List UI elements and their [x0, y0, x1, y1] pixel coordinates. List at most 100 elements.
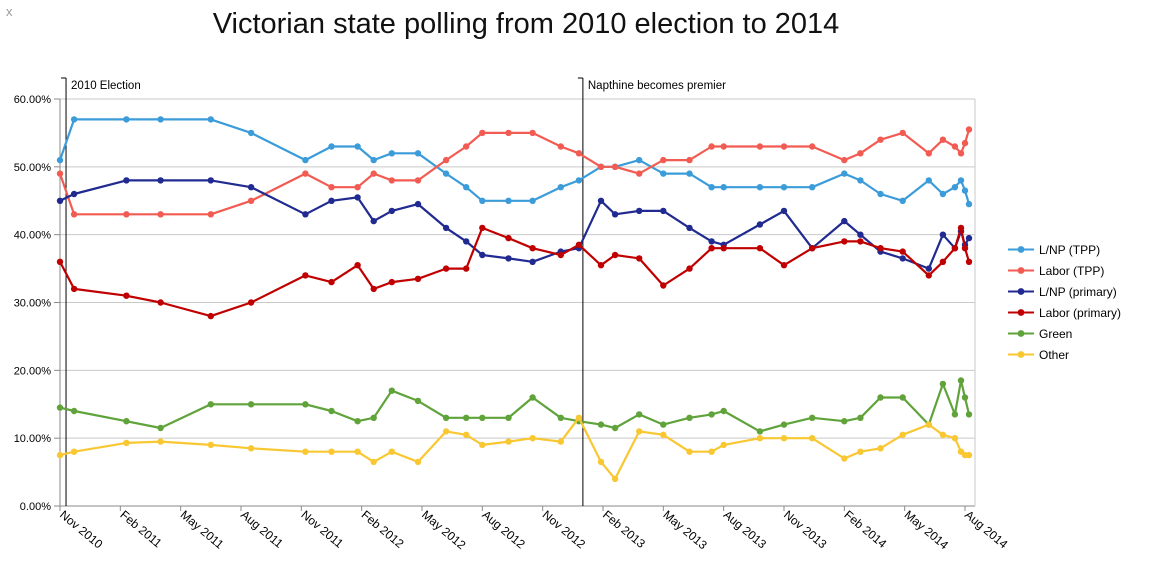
data-point [841, 217, 848, 225]
data-point [961, 245, 969, 252]
legend-marker [1008, 330, 1034, 337]
data-point [302, 156, 309, 164]
data-point [597, 458, 605, 466]
data-point [157, 299, 164, 306]
data-point [70, 190, 78, 198]
data-point [463, 238, 470, 245]
data-point [157, 211, 164, 218]
data-point [939, 380, 947, 388]
data-point [354, 143, 361, 150]
data-point [611, 475, 619, 483]
data-point [597, 163, 605, 170]
data-point [841, 455, 848, 462]
data-point [328, 143, 335, 150]
data-point [56, 451, 64, 459]
data-point [463, 184, 470, 191]
data-point [951, 143, 959, 150]
data-point [370, 285, 377, 293]
data-point [207, 312, 214, 320]
data-point [442, 428, 450, 435]
data-point [414, 200, 422, 208]
data-point [965, 258, 973, 265]
x-axis-label: Feb 2011 [117, 508, 164, 551]
data-point [857, 448, 864, 455]
data-point [123, 292, 130, 299]
data-point [557, 184, 564, 191]
data-point [442, 265, 450, 272]
y-axis-label: 20.00% [14, 365, 52, 377]
data-point [877, 245, 884, 252]
data-point [328, 407, 335, 415]
data-point [157, 438, 164, 445]
data-point [660, 207, 667, 215]
data-point [388, 387, 395, 394]
data-point [388, 207, 395, 215]
data-point [370, 414, 377, 421]
legend-label: Labor (TPP) [1039, 263, 1105, 278]
data-point [56, 197, 64, 204]
annotation-label: 2010 Election [71, 80, 141, 92]
data-point [951, 411, 959, 418]
data-point [479, 224, 486, 232]
data-point [780, 262, 788, 269]
data-point [207, 401, 214, 408]
data-point [756, 184, 764, 191]
data-point [841, 170, 848, 177]
data-point [686, 156, 693, 164]
data-point [720, 407, 727, 415]
data-point [207, 116, 214, 123]
data-point [636, 207, 643, 215]
data-point [965, 451, 973, 459]
legend-label: L/NP (primary) [1039, 284, 1117, 299]
data-point [557, 414, 564, 421]
data-point [809, 143, 816, 150]
x-axis-label: Feb 2014 [841, 508, 889, 552]
legend-item: Labor (primary) [1008, 306, 1121, 320]
data-point [247, 445, 255, 452]
data-point [809, 435, 816, 442]
data-point [247, 401, 255, 408]
data-point [686, 414, 693, 421]
data-point [899, 248, 906, 255]
data-point [302, 170, 309, 177]
data-point [442, 156, 450, 164]
legend-item: Green [1008, 327, 1121, 341]
data-point [809, 184, 816, 191]
data-point [529, 258, 536, 265]
data-point [686, 448, 693, 455]
data-point [505, 438, 512, 445]
x-axis-label: Aug 2012 [479, 508, 528, 552]
data-point [857, 238, 864, 245]
data-point [780, 184, 788, 191]
legend-marker [1008, 309, 1034, 316]
x-axis-label: Aug 2011 [238, 508, 286, 551]
data-point [611, 424, 619, 432]
x-axis-label: Nov 2010 [57, 508, 106, 552]
series-line-4 [58, 379, 971, 433]
data-point [899, 129, 906, 137]
data-point [414, 397, 422, 405]
legend-item: L/NP (TPP) [1008, 243, 1121, 257]
legend-marker [1008, 351, 1034, 358]
data-point [636, 170, 643, 177]
data-point [756, 428, 764, 435]
data-point [328, 278, 335, 286]
data-point [354, 184, 361, 191]
data-point [557, 143, 564, 150]
data-point [925, 421, 932, 428]
chart-title: Victorian state polling from 2010 electi… [212, 8, 840, 40]
data-point [442, 414, 450, 421]
data-point [939, 190, 947, 198]
data-point [123, 439, 130, 447]
data-point [597, 421, 605, 428]
legend-marker [1008, 288, 1034, 295]
x-axis-label: Feb 2012 [359, 508, 407, 552]
data-point [505, 234, 512, 242]
data-point [463, 414, 470, 421]
data-point [575, 150, 583, 157]
data-point [841, 418, 848, 425]
data-point [370, 156, 377, 164]
data-point [636, 428, 643, 435]
data-point [354, 418, 361, 425]
